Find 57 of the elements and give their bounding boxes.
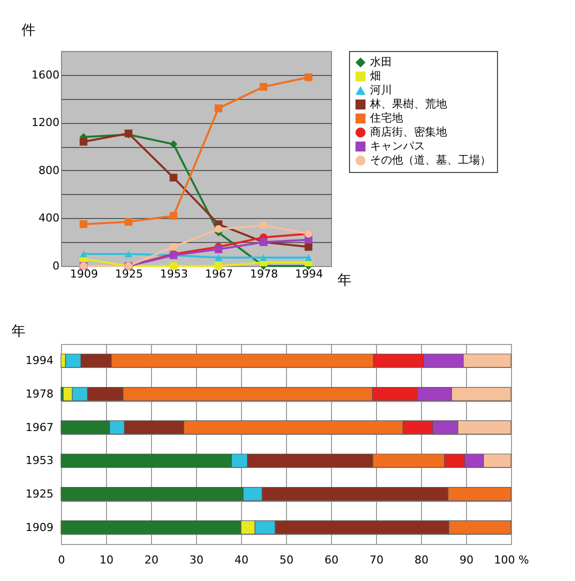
- point: [260, 82, 268, 91]
- x-axis-title: 年: [338, 272, 352, 288]
- legend-label: 水田: [370, 56, 392, 68]
- legend-label: 河川: [370, 84, 392, 96]
- point: [124, 250, 132, 258]
- point: [170, 243, 178, 251]
- y-tick-label: 0: [52, 260, 60, 272]
- point: [214, 225, 222, 233]
- point: [80, 250, 88, 258]
- legend-label: 畑: [370, 70, 381, 82]
- y-tick-label: 1953: [26, 454, 54, 468]
- point: [304, 243, 312, 251]
- y-tick-label: 1200: [32, 116, 60, 130]
- point: [260, 222, 268, 230]
- x-tick-label: 1909: [70, 268, 98, 280]
- x-tick-label: 20: [144, 554, 158, 566]
- x-tick-label: 50: [280, 554, 294, 566]
- point: [304, 254, 312, 261]
- x-tick-label: 1994: [295, 268, 323, 280]
- point: [214, 245, 222, 254]
- point: [124, 218, 132, 226]
- x-tick-label: 1967: [205, 268, 233, 280]
- y-tick-label: 800: [38, 164, 60, 177]
- x-tick-label: 1953: [160, 268, 188, 280]
- point: [80, 220, 88, 228]
- point: [214, 104, 222, 112]
- y-tick-label: 1994: [26, 354, 54, 368]
- y-axis-title: 年: [12, 324, 26, 340]
- point: [170, 140, 178, 148]
- point: [170, 174, 178, 182]
- legend-label: その他（道、墓、工場）: [370, 154, 491, 166]
- y-tick-label: 1909: [26, 520, 54, 534]
- y-tick-label: 1967: [26, 420, 54, 434]
- x-tick-label: 80: [414, 554, 428, 566]
- x-tick-label: 90: [460, 554, 474, 566]
- x-tick-label: 40: [234, 554, 248, 566]
- legend-label: キャンパス: [370, 140, 425, 152]
- y-tick-label: 1978: [26, 388, 54, 400]
- y-axis-title: 件: [22, 22, 36, 38]
- point: [304, 73, 312, 82]
- legend-label: 商店街、密集地: [370, 126, 447, 138]
- x-tick-label: 60: [324, 554, 338, 566]
- point: [170, 212, 178, 220]
- x-tick-label: 1978: [250, 268, 278, 280]
- x-tick-label: 70: [370, 554, 384, 566]
- point: [260, 254, 268, 261]
- y-tick-label: 1925: [26, 488, 54, 500]
- y-tick-label: 1600: [32, 68, 60, 82]
- y-tick-label: 400: [38, 212, 60, 225]
- x-tick-label: 10: [100, 554, 114, 566]
- legend-label: 林、果樹、荒地: [369, 98, 447, 110]
- x-tick-label: 100 %: [494, 554, 529, 566]
- x-tick-label: 1925: [115, 268, 143, 280]
- point: [214, 254, 222, 261]
- x-tick-label: 30: [190, 554, 204, 566]
- point: [80, 138, 88, 146]
- legend-label: 住宅地: [370, 112, 403, 124]
